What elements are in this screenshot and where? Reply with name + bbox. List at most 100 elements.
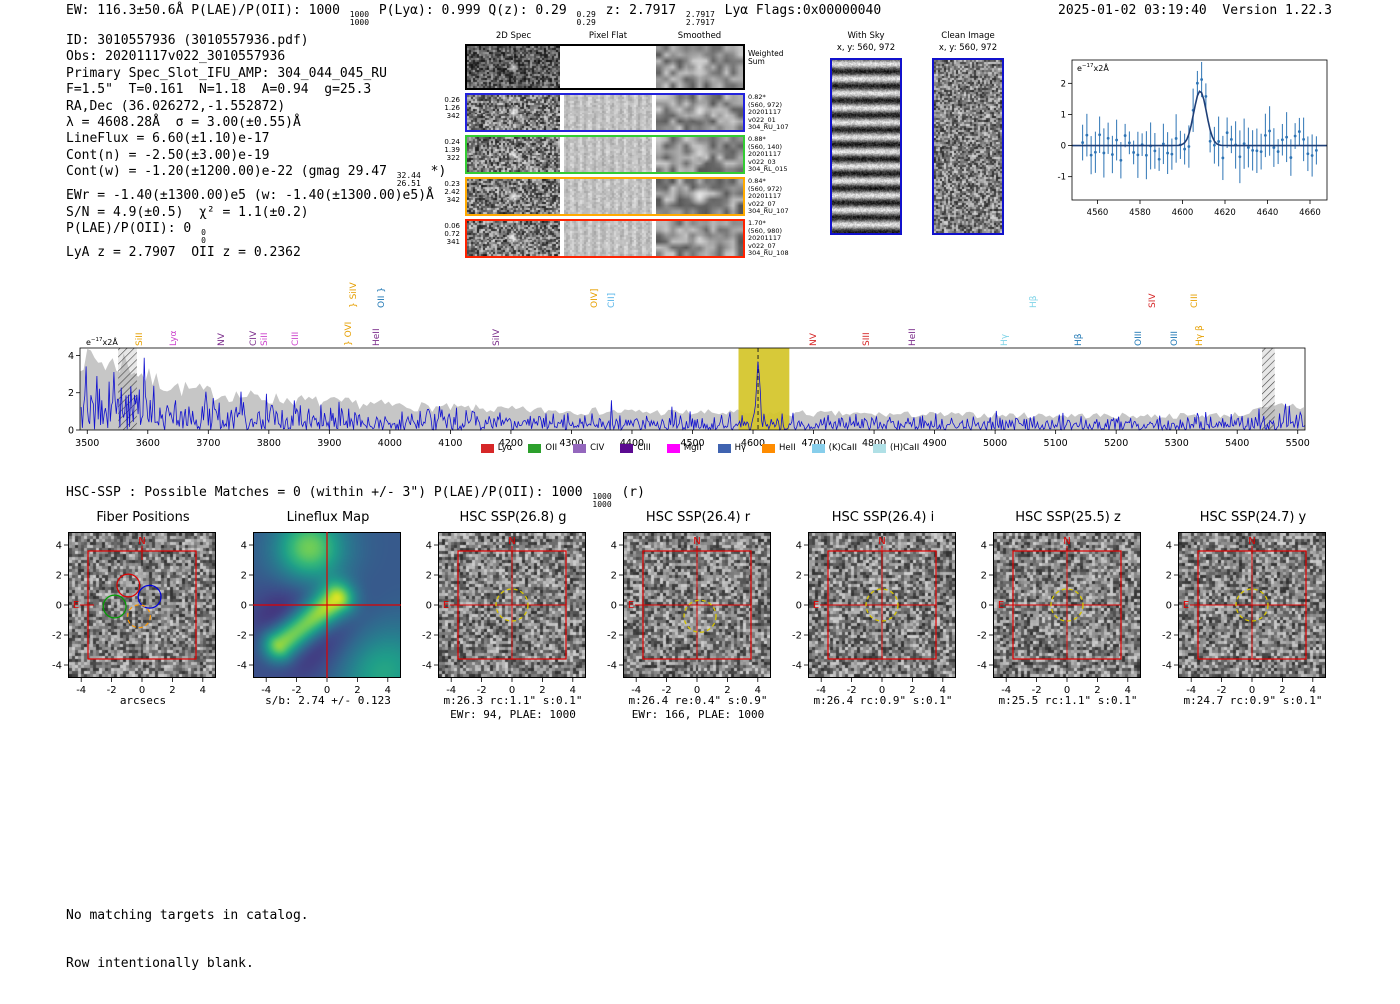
y-tick-label: 0 xyxy=(611,601,617,612)
right-label-line: v022_01 xyxy=(748,115,776,124)
legend-label: CIV xyxy=(590,443,605,453)
left-label-line: 0.23 xyxy=(444,180,460,188)
line-legend: Lyα OII CIV CIII MgII Hγ HeII (K)CaII (H)CaII xyxy=(0,443,1400,453)
summary-fraction: 1000 1000 xyxy=(350,11,369,27)
info-text: P(LAE)/P(OII): 0 xyxy=(66,221,200,237)
line-id-label: CIV xyxy=(248,330,259,346)
y-tick-label: 2 xyxy=(796,571,802,582)
left-label-line: 0.06 xyxy=(444,222,460,230)
data-point xyxy=(1089,153,1093,157)
data-point xyxy=(1187,145,1191,148)
summary-fraction: 2.7917 2.7917 xyxy=(686,11,715,27)
data-point xyxy=(1246,146,1250,149)
line-id-label: OII } xyxy=(376,287,387,308)
right-label-line: 0.84* xyxy=(748,177,766,185)
timestamp: 2025-01-02 03:19:40 xyxy=(1058,3,1207,18)
amp-panel-coords: x, y: 560, 972 xyxy=(836,43,896,53)
x-tick-label: 4100 xyxy=(438,438,462,449)
data-point xyxy=(1221,156,1225,160)
footer-notes: No matching targets in catalog. Row inte… xyxy=(66,876,309,1004)
x-tick-label: 4 xyxy=(755,685,761,696)
compass-east-label: E xyxy=(628,600,634,611)
version-label: Version 1.22.3 xyxy=(1222,3,1332,18)
line-id-label: CIII xyxy=(1190,293,1201,308)
cutout-caption: m:26.3 rc:1.1" s:0.1" xyxy=(443,694,583,707)
info-line: RA,Dec (36.026272,-1.552872) xyxy=(66,99,446,115)
y-tick-label: 4 xyxy=(56,541,62,552)
cutout-caption: m:26.4 rc:0.9" s:0.1" xyxy=(813,694,953,707)
legend-label: CIII xyxy=(637,443,651,453)
data-point xyxy=(1153,149,1157,153)
smoothed-canvas xyxy=(656,137,743,172)
summary-text: P(Lyα): 0.999 Q(z): 0.29 xyxy=(371,3,575,18)
summary-text: z: 2.7917 xyxy=(597,3,684,18)
data-point xyxy=(1280,138,1284,142)
x-tick-label: 2 xyxy=(909,685,915,696)
catalog-match-header: HSC-SSP : Possible Matches = 0 (within +… xyxy=(66,485,645,509)
line-id-label-strip: SiII Lyα NV CIV SiII CIII} OVI} SiIV OII } HeII… xyxy=(0,250,1400,348)
left-label-line: 0.72 xyxy=(444,230,460,239)
legend-label: HeII xyxy=(779,443,796,453)
pixel-flat-canvas xyxy=(564,179,652,214)
cutout-caption-2: EWr: 166, PLAE: 1000 xyxy=(631,708,765,721)
data-point xyxy=(1115,138,1119,142)
x-tick-label: -4 xyxy=(631,685,641,696)
data-point xyxy=(1255,149,1259,153)
y-tick-label: -4 xyxy=(52,661,62,672)
right-label-line: (560, 140) xyxy=(748,142,783,151)
line-id-label: HeII xyxy=(908,328,919,346)
spec2d-row-left-labels: 0.06 0.72 341 xyxy=(432,222,460,247)
data-point xyxy=(1289,156,1293,159)
amp-panel-title: Clean Image xyxy=(941,31,995,41)
cutout-frame xyxy=(68,532,216,678)
compass-north-label: N xyxy=(693,536,700,547)
flux-units-label: e−17x2Å xyxy=(1077,62,1109,73)
cutout-caption: s/b: 2.74 +/- 0.123 xyxy=(265,694,391,707)
x-tick-label: 3900 xyxy=(317,438,341,449)
data-point xyxy=(1144,153,1148,157)
y-tick-label: 2 xyxy=(981,571,987,582)
y-tick-label: -4 xyxy=(607,661,617,672)
catalog-header-text: HSC-SSP : Possible Matches = 0 (within +… xyxy=(66,485,591,500)
aperture-circle xyxy=(1235,588,1269,622)
info-line: Cont(n) = -2.50(±3.00)e-19 xyxy=(66,148,446,164)
y-tick-label: 2 xyxy=(426,571,432,582)
x-tick-label: -2 xyxy=(477,685,487,696)
left-label-line: 341 xyxy=(446,238,460,247)
x-tick-label: -2 xyxy=(847,685,857,696)
info-line: Obs: 20201117v022_3010557936 xyxy=(66,49,446,65)
data-point xyxy=(1102,151,1106,155)
x-tick-label: -4 xyxy=(1186,685,1196,696)
right-label-line: 20201117 xyxy=(748,234,782,243)
x-tick-label: -2 xyxy=(1217,685,1227,696)
data-point xyxy=(1259,150,1263,154)
data-point xyxy=(1170,152,1174,156)
data-point xyxy=(1238,155,1242,159)
x-tick-label: 4 xyxy=(1310,685,1316,696)
aperture-circle xyxy=(683,599,717,633)
info-line: LyA z = 2.7907 OII z = 0.2362 xyxy=(66,245,446,261)
info-text: Cont(w) = -1.20(±1200.00)e-22 (gmag 29.4… xyxy=(66,164,395,180)
x-tick-label: 4 xyxy=(570,685,576,696)
right-label-line: 304_RU_107 xyxy=(748,207,789,216)
clean-image xyxy=(934,60,1002,233)
x-tick-label: 0 xyxy=(879,685,885,696)
data-point xyxy=(1268,129,1272,133)
catalog-header-fraction: 1000 1000 xyxy=(592,493,611,509)
data-point xyxy=(1081,141,1085,144)
y-tick-label: -1 xyxy=(1058,173,1066,183)
spec2d-strip-canvas xyxy=(467,179,560,214)
x-tick-label: -4 xyxy=(446,685,456,696)
cutout-title: HSC SSP(26.4) i xyxy=(831,510,935,525)
x-tick-label: 0 xyxy=(694,685,700,696)
y-tick-label: 2 xyxy=(241,571,247,582)
line-id-label: CIII xyxy=(291,331,302,346)
y-tick-label: -4 xyxy=(977,661,987,672)
data-point xyxy=(1204,94,1208,98)
data-point xyxy=(1093,150,1097,154)
legend-item: OII xyxy=(528,443,557,453)
summary-fraction: 0.29 0.29 xyxy=(577,11,596,27)
y-tick-label: 2 xyxy=(68,388,74,399)
left-label-line: 342 xyxy=(446,112,460,121)
